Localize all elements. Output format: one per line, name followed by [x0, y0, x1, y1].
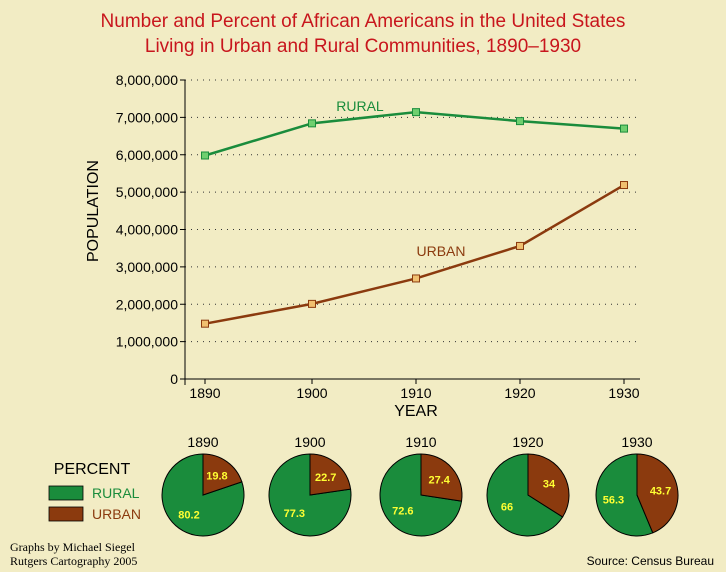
pie-slice-rural: [486, 453, 564, 537]
y-tick-label: 2,000,000: [116, 296, 178, 312]
x-tick-label: 1930: [608, 385, 639, 401]
pie-value-urban: 27.4: [428, 474, 450, 486]
pie-slice-rural: [268, 453, 352, 537]
credit: Graphs by Michael Siegel Rutgers Cartogr…: [10, 540, 137, 568]
pie-year-label: 1910: [405, 434, 436, 450]
pie-value-rural: 66: [501, 502, 513, 514]
series-label-rural: RURAL: [336, 98, 384, 114]
credit-line-2: Rutgers Cartography 2005: [10, 554, 138, 568]
series-point-rural: [201, 151, 209, 160]
pie-year-label: 1930: [621, 434, 652, 450]
series-point-rural: [412, 108, 420, 117]
x-tick-label: 1900: [296, 385, 327, 401]
y-tick-label: 1,000,000: [116, 334, 178, 350]
pie-value-urban: 19.8: [206, 470, 227, 482]
series-point-rural: [308, 119, 316, 128]
y-tick-label: 5,000,000: [116, 184, 178, 200]
pie-year-label: 1920: [512, 434, 543, 450]
pie-value-rural: 72.6: [392, 506, 413, 518]
legend-label-rural: RURAL: [92, 485, 140, 501]
y-tick-label: 0: [170, 371, 178, 387]
pie-slice-urban: [309, 453, 352, 496]
x-tick-label: 1890: [189, 385, 220, 401]
y-tick-label: 3,000,000: [116, 259, 178, 275]
pie-slice-urban: [202, 453, 243, 496]
credit-line-1: Graphs by Michael Siegel: [10, 540, 135, 554]
pie-value-rural: 56.3: [603, 495, 624, 507]
pie-slice-rural: [595, 453, 654, 537]
x-tick-label: 1910: [400, 385, 431, 401]
y-tick-label: 4,000,000: [116, 222, 178, 238]
pie-year-label: 1900: [294, 434, 325, 450]
series-point-urban: [516, 241, 524, 250]
series-point-urban: [308, 299, 316, 308]
pie-value-urban: 22.7: [315, 472, 336, 484]
legend-label-urban: URBAN: [92, 506, 141, 522]
pie-value-rural: 77.3: [284, 508, 305, 520]
chart-title-line-2: Living in Urban and Rural Communities, 1…: [145, 36, 581, 57]
series-point-urban: [412, 274, 420, 283]
pie-slice-urban: [527, 453, 570, 518]
legend-swatch-rural: [48, 485, 84, 501]
series-line-urban: [204, 183, 625, 325]
pie-slice-urban: [636, 453, 679, 534]
y-tick-label: 8,000,000: [116, 72, 178, 88]
series-label-urban: URBAN: [416, 243, 465, 259]
series-point-rural: [620, 124, 628, 133]
pie-value-urban: 43.7: [650, 485, 671, 497]
pie-year-label: 1890: [187, 434, 218, 450]
chart-title-line-1: Number and Percent of African Americans …: [101, 11, 626, 32]
legend-swatch-urban: [48, 506, 84, 522]
y-tick-label: 7,000,000: [116, 109, 178, 125]
y-tick-label: 6,000,000: [116, 147, 178, 163]
x-tick-label: 1920: [504, 385, 535, 401]
pie-value-urban: 34: [543, 478, 556, 490]
pie-value-rural: 80.2: [178, 510, 199, 522]
source-note: Source: Census Bureau: [586, 554, 714, 568]
y-axis-label: POPULATION: [85, 160, 102, 262]
x-axis-label: YEAR: [394, 403, 438, 420]
series-point-rural: [516, 117, 524, 126]
pie-slice-urban: [420, 453, 463, 502]
pie-legend-title: PERCENT: [54, 461, 131, 478]
series-point-urban: [620, 181, 628, 190]
series-point-urban: [201, 319, 209, 328]
series-line-rural: [204, 110, 625, 157]
